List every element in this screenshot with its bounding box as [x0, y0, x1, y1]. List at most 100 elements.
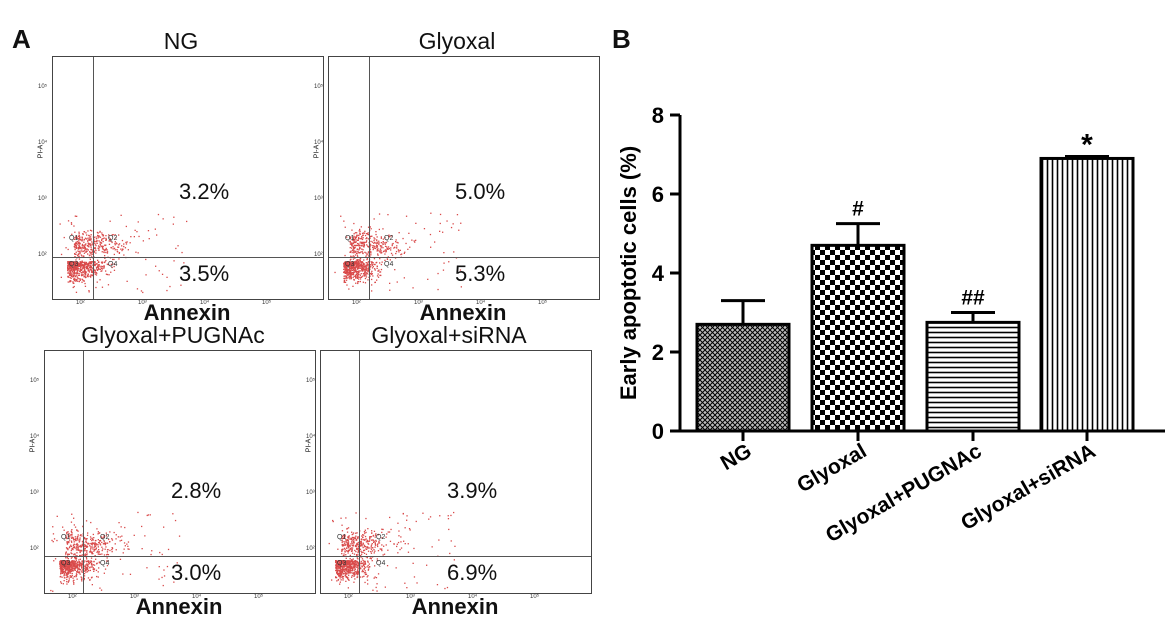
flow-plot-ylabel: PI-A: [313, 144, 321, 159]
quadrant-label: Q1: [61, 534, 71, 541]
quadrant-label: Q4: [376, 560, 386, 567]
quadrant-label: Q4: [384, 261, 394, 268]
quadrant-gate-horizontal: [321, 556, 591, 558]
flow-plot-area: Q1 Q2 Q3 Q4 5.0% 5.3%: [328, 56, 600, 300]
bar-2: [810, 243, 906, 433]
quadrant-label: Q2: [384, 235, 394, 242]
flow-plot-title: Glyoxal+siRNA: [371, 322, 527, 348]
x-tick-label: NG: [717, 439, 756, 475]
flow-plot-title: Glyoxal+PUGNAc: [81, 322, 265, 348]
quadrant-label: Q3: [69, 261, 79, 268]
flow-x-tick-label: 10²: [68, 594, 77, 600]
flow-y-tick-label: 10⁵: [30, 378, 40, 384]
quadrant-gate-horizontal: [329, 257, 599, 259]
quadrant-label: Q2: [108, 235, 118, 242]
y-axis-label: Early apoptotic cells (%): [616, 146, 641, 400]
flow-y-tick-label: 10⁵: [306, 378, 316, 384]
quadrant-gate-vertical: [93, 57, 95, 299]
flow-scatter-dots: [334, 212, 462, 292]
y-tick-label: 8: [652, 103, 664, 128]
flow-y-tick-label: 10²: [38, 252, 47, 258]
lower-right-percent: 3.5%: [179, 261, 230, 286]
upper-right-percent: 2.8%: [171, 478, 222, 503]
y-tick-label: 6: [652, 182, 664, 207]
x-tick-label: Glyoxal: [793, 439, 870, 497]
bar-chart: 0 2 4 6 8 Early apoptotic cells (%) NG Glyoxal #…: [616, 103, 1165, 547]
y-tick-label: 4: [652, 261, 665, 286]
flow-x-tick-label: 10⁴: [468, 594, 478, 600]
flow-x-tick-label: 10²: [344, 594, 353, 600]
significance-marker: *: [1081, 128, 1093, 161]
y-tick-label: 0: [652, 419, 664, 444]
flow-x-tick-label: 10³: [138, 300, 147, 306]
flow-x-tick-label: 10⁵: [262, 300, 272, 306]
significance-marker: #: [852, 198, 864, 221]
flow-plot-xlabel: Annexin: [135, 594, 223, 619]
flow-plot-1: NG PI-A 10⁵ 10⁴ 10³ 10² 10² 10³ 10⁴ 10⁵ Q1 Q2 Q3 Q4 3.…: [36, 28, 326, 325]
flow-plot-area: Q1 Q2 Q3 Q4 2.8% 3.0%: [44, 350, 316, 594]
flow-plot-ylabel: PI-A: [37, 144, 45, 159]
significance-marker: ##: [961, 287, 985, 310]
flow-y-tick-label: 10⁵: [314, 84, 324, 90]
flow-y-tick-label: 10³: [306, 490, 315, 496]
flow-scatter-dots: [50, 511, 181, 592]
upper-right-percent: 3.2%: [179, 179, 230, 204]
panel-b-letter: B: [612, 24, 631, 54]
flow-y-tick-label: 10⁴: [314, 140, 324, 146]
flow-x-tick-label: 10²: [76, 300, 85, 306]
quadrant-label: Q1: [69, 235, 79, 242]
flow-y-tick-label: 10²: [314, 252, 323, 258]
bar-3: [925, 320, 1021, 433]
flow-x-tick-label: 10⁴: [200, 300, 210, 306]
flow-plot-title: NG: [163, 28, 199, 54]
flow-plot-3: Glyoxal+PUGNAc PI-A 10⁵ 10⁴ 10³ 10² 10² 10³ 10⁴ 1…: [28, 322, 318, 619]
flow-plot-2: Glyoxal PI-A 10⁵ 10⁴ 10³ 10² 10² 10³ 10⁴ 10⁵ Q1 Q2 Q…: [312, 28, 602, 325]
flow-plot-xlabel: Annexin: [143, 300, 231, 325]
quadrant-label: Q2: [100, 534, 110, 541]
flow-x-tick-label: 10⁵: [538, 300, 548, 306]
flow-y-tick-label: 10⁵: [38, 84, 48, 90]
bar-4: [1039, 156, 1135, 433]
flow-plot-area: Q1 Q2 Q3 Q4 3.2% 3.5%: [52, 56, 324, 300]
flow-x-tick-label: 10²: [352, 300, 361, 306]
flow-y-tick-label: 10³: [38, 196, 47, 202]
flow-y-tick-label: 10⁴: [38, 140, 48, 146]
flow-y-tick-label: 10³: [314, 196, 323, 202]
flow-y-tick-label: 10³: [30, 490, 39, 496]
quadrant-label: Q3: [61, 560, 71, 567]
flow-y-tick-label: 10²: [306, 546, 315, 552]
quadrant-label: Q4: [100, 560, 110, 567]
lower-right-percent: 6.9%: [447, 560, 498, 585]
flow-plot-4: Glyoxal+siRNA PI-A 10⁵ 10⁴ 10³ 10² 10² 10³ 10⁴ 10…: [304, 322, 594, 619]
flow-x-tick-label: 10⁵: [530, 594, 540, 600]
quadrant-label: Q4: [108, 261, 118, 268]
flow-scatter-dots: [59, 213, 188, 294]
lower-right-percent: 5.3%: [455, 261, 506, 286]
flow-x-tick-label: 10³: [414, 300, 423, 306]
lower-right-percent: 3.0%: [171, 560, 222, 585]
upper-right-percent: 5.0%: [455, 179, 506, 204]
y-tick-label: 2: [652, 340, 664, 365]
flow-y-tick-label: 10²: [30, 546, 39, 552]
flow-x-tick-label: 10³: [130, 594, 139, 600]
flow-plot-xlabel: Annexin: [411, 594, 499, 619]
flow-plot-xlabel: Annexin: [419, 300, 507, 325]
flow-x-tick-label: 10⁴: [192, 594, 202, 600]
flow-x-tick-label: 10⁵: [254, 594, 264, 600]
flow-plot-ylabel: PI-A: [305, 438, 313, 453]
quadrant-gate-vertical: [369, 57, 371, 299]
quadrant-gate-vertical: [83, 351, 85, 593]
flow-plot-area: Q1 Q2 Q3 Q4 3.9% 6.9%: [320, 350, 592, 594]
quadrant-gate-vertical: [359, 351, 361, 593]
flow-scatter-dots: [328, 511, 456, 592]
flow-x-tick-label: 10³: [406, 594, 415, 600]
quadrant-gate-horizontal: [53, 257, 323, 259]
flow-x-tick-label: 10⁴: [476, 300, 486, 306]
quadrant-label: Q1: [345, 235, 355, 242]
flow-plot-title: Glyoxal: [418, 28, 496, 54]
quadrant-gate-horizontal: [45, 556, 315, 558]
quadrant-label: Q2: [376, 534, 386, 541]
quadrant-label: Q3: [337, 560, 347, 567]
bar-1: [695, 322, 791, 433]
quadrant-label: Q1: [337, 534, 347, 541]
